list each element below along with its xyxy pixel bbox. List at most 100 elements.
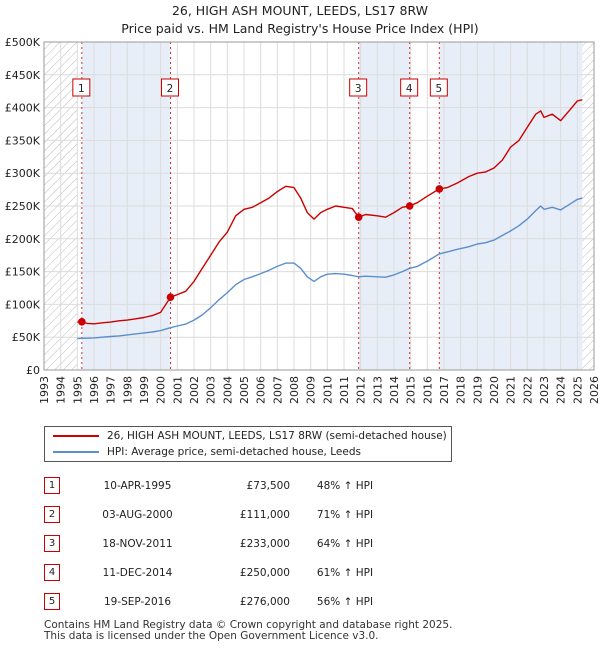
sale-number-box [72, 78, 91, 97]
x-tick-label: 2003 [205, 376, 218, 404]
y-tick-label: £0 [26, 364, 40, 377]
table-row: 2 03-AUG-2000 £111,000 71% ↑ HPI [44, 500, 400, 529]
x-tick-label: 2011 [338, 376, 351, 404]
sale-date: 11-DEC-2014 [102, 566, 173, 579]
x-tick-label: 2022 [521, 376, 534, 404]
legend-item-hpi: HPI: Average price, semi-detached house,… [53, 444, 361, 460]
x-tick-label: 2000 [155, 376, 168, 404]
x-tick-label: 2019 [471, 376, 484, 404]
x-tick-label: 2009 [305, 376, 318, 404]
chart-subtitle: Price paid vs. HM Land Registry's House … [121, 21, 479, 36]
x-tick-label: 2025 [571, 376, 584, 404]
x-tick-label: 2017 [438, 376, 451, 404]
sale-number-label: 3 [355, 83, 362, 95]
legend-swatch-hpi [53, 451, 99, 453]
y-tick-label: £350K [5, 134, 41, 147]
sale-number-box [349, 78, 368, 97]
sale-number-label: 5 [435, 83, 442, 95]
sale-price: £73,500 [246, 479, 290, 492]
sale-hpi-change: 64% ↑ HPI [316, 537, 374, 550]
sale-price: £250,000 [239, 566, 290, 579]
x-tick-label: 2015 [405, 376, 418, 404]
x-tick-label: 2023 [538, 376, 551, 404]
y-tick-label: £100K [5, 298, 41, 311]
sale-date: 03-AUG-2000 [102, 508, 173, 521]
x-tick-label: 2014 [388, 376, 401, 404]
sales-table: 1 10-APR-1995 £73,500 48% ↑ HPI 2 03-AUG… [44, 471, 400, 616]
x-tick-label: 1999 [138, 376, 151, 404]
sale-price: £111,000 [239, 508, 290, 521]
legend-label-price: 26, HIGH ASH MOUNT, LEEDS, LS17 8RW (sem… [107, 430, 447, 442]
chart-title: 26, HIGH ASH MOUNT, LEEDS, LS17 8RW [171, 3, 429, 18]
sale-number-label: 1 [78, 83, 85, 95]
y-tick-label: £400K [5, 102, 41, 115]
x-tick-label: 2012 [355, 376, 368, 404]
x-tick-label: 2005 [238, 376, 251, 404]
x-tick-label: 2008 [288, 376, 301, 404]
sale-marker-label: 1 [44, 477, 60, 494]
footer-licence: This data is licensed under the Open Gov… [44, 630, 379, 642]
sale-date: 19-SEP-2016 [103, 595, 172, 608]
y-tick-label: £250K [5, 200, 41, 213]
hpi-series-line [77, 197, 583, 340]
sale-point [78, 317, 86, 326]
sale-point [354, 213, 363, 221]
x-tick-label: 2026 [588, 376, 600, 404]
x-tick-label: 2018 [455, 376, 468, 404]
x-tick-label: 2007 [271, 376, 284, 404]
sale-marker-label: 4 [44, 564, 60, 581]
legend-swatch-price [53, 435, 99, 437]
table-row: 4 11-DEC-2014 £250,000 61% ↑ HPI [44, 558, 400, 587]
sale-number-box [161, 78, 179, 97]
x-tick-label: 2024 [555, 376, 568, 404]
x-tick-label: 1993 [38, 376, 51, 404]
x-tick-label: 2013 [371, 376, 384, 404]
sale-point [166, 293, 175, 301]
table-row: 5 19-SEP-2016 £276,000 56% ↑ HPI [44, 587, 400, 616]
sale-hpi-change: 56% ↑ HPI [316, 595, 374, 608]
sale-price: £233,000 [239, 537, 290, 550]
price-series-line [77, 99, 583, 325]
sale-date: 18-NOV-2011 [102, 537, 173, 550]
sale-hpi-change: 61% ↑ HPI [316, 566, 374, 579]
sale-marker-label: 2 [44, 506, 60, 523]
sale-number-box [429, 78, 448, 97]
price-chart: £0 £50K £100K £150K £200K £250K £300K £350K £400… [5, 36, 600, 404]
table-row: 3 18-NOV-2011 £233,000 64% ↑ HPI [44, 529, 400, 558]
x-tick-label: 2016 [421, 376, 434, 404]
sale-point [405, 202, 414, 210]
x-tick-label: 2021 [505, 376, 518, 404]
footer-copyright: Contains HM Land Registry data © Crown c… [44, 619, 453, 631]
plot-border [43, 41, 595, 371]
y-tick-label: £50K [12, 331, 41, 344]
y-tick-label: £500K [5, 36, 41, 49]
chart-legend: 26, HIGH ASH MOUNT, LEEDS, LS17 8RW (sem… [44, 426, 452, 462]
sale-point [435, 185, 444, 193]
sale-marker-label: 5 [44, 593, 60, 610]
legend-item-price: 26, HIGH ASH MOUNT, LEEDS, LS17 8RW (sem… [53, 428, 447, 444]
x-tick-label: 1998 [121, 376, 134, 404]
y-tick-label: £300K [5, 167, 41, 180]
y-tick-label: £450K [5, 69, 41, 82]
x-tick-label: 2010 [321, 376, 334, 404]
y-tick-label: £200K [5, 233, 41, 246]
x-tick-label: 2020 [488, 376, 501, 404]
sale-hpi-change: 71% ↑ HPI [316, 508, 374, 521]
x-tick-label: 2002 [188, 376, 201, 404]
sale-date: 10-APR-1995 [103, 479, 172, 492]
y-tick-label: £150K [5, 266, 41, 279]
x-tick-label: 2001 [171, 376, 184, 404]
x-tick-label: 1996 [88, 376, 101, 404]
x-tick-label: 2004 [221, 376, 234, 404]
x-tick-label: 2006 [255, 376, 268, 404]
sale-number-label: 4 [406, 83, 413, 95]
x-tick-label: 1994 [55, 376, 68, 404]
footer-notice: Contains HM Land Registry data © Crown c… [44, 620, 452, 642]
sale-number-label: 2 [167, 83, 174, 95]
sale-price: £276,000 [239, 595, 290, 608]
sale-marker-label: 3 [44, 535, 60, 552]
x-tick-label: 1997 [105, 376, 118, 404]
table-row: 1 10-APR-1995 £73,500 48% ↑ HPI [44, 471, 400, 500]
x-tick-label: 1995 [71, 376, 84, 404]
sale-number-box [400, 78, 419, 97]
